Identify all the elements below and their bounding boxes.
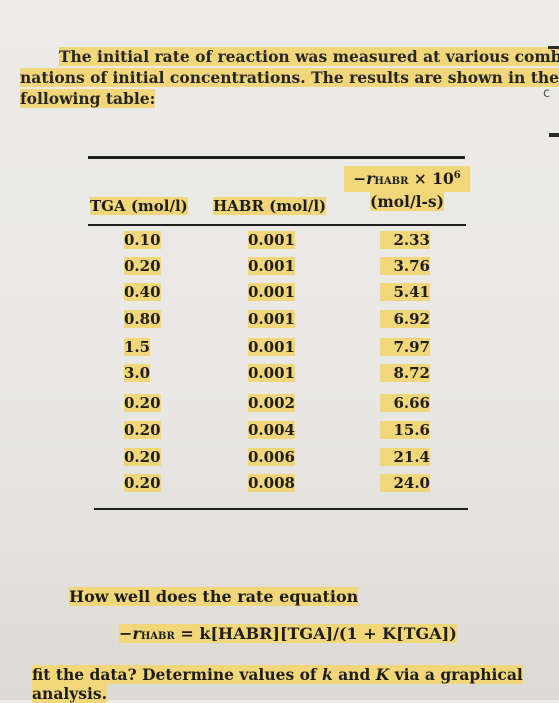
fit-K-symbol: K xyxy=(375,665,390,684)
rate-header-unit: (mol/l-s) xyxy=(369,192,444,212)
fit-question: fit the data? Determine values of k and … xyxy=(32,665,559,703)
tga-cell: 0.20 xyxy=(124,257,161,275)
rate-column-header: −rHABR × 106 (mol/l-s) xyxy=(344,166,470,212)
edge-glyph: c xyxy=(543,86,551,101)
habr-cell: 0.004 xyxy=(248,421,295,439)
rate-cell: 24.0 xyxy=(380,474,430,492)
tga-cell: 0.80 xyxy=(124,310,161,328)
habr-cell: 0.006 xyxy=(248,448,295,466)
intro-line-2: nations of initial concentrations. The r… xyxy=(20,68,559,87)
rate-header-minus: − xyxy=(353,169,367,189)
rate-cell: 6.92 xyxy=(380,310,430,328)
equation-rhs: = k[HABR][TGA]/(1 + K[TGA]) xyxy=(174,624,457,643)
rate-header-exponent: 6 xyxy=(453,170,461,181)
fit-text-part-3: via a graphical analysis. xyxy=(32,665,523,703)
rate-cell: 15.6 xyxy=(380,421,430,439)
edge-mark xyxy=(549,133,559,137)
equation-highlight: −rHABR = k[HABR][TGA]/(1 + K[TGA]) xyxy=(119,624,457,643)
tga-cell: 0.40 xyxy=(124,283,161,301)
table-header-rule xyxy=(88,224,466,226)
rate-cell: 21.4 xyxy=(380,448,430,466)
tga-cell: 0.10 xyxy=(124,231,161,249)
tga-cell: 0.20 xyxy=(124,448,161,466)
rate-header-times: × 10 xyxy=(408,169,454,189)
table-bottom-rule xyxy=(94,508,468,510)
intro-line-3: following table: xyxy=(20,89,156,108)
equation-minus: − xyxy=(119,624,133,643)
tga-cell: 0.20 xyxy=(124,394,161,412)
rate-cell: 2.33 xyxy=(380,231,430,249)
fit-k-symbol: k xyxy=(321,665,333,684)
table-top-rule xyxy=(88,156,465,159)
tga-column-header: TGA (mol/l) xyxy=(90,197,188,215)
rate-equation: −rHABR = k[HABR][TGA]/(1 + K[TGA]) xyxy=(119,624,457,643)
tga-cell: 0.20 xyxy=(124,474,161,492)
habr-cell: 0.001 xyxy=(248,364,295,382)
rate-header-subscript: HABR xyxy=(374,176,409,188)
tga-cell: 0.20 xyxy=(124,421,161,439)
habr-cell: 0.001 xyxy=(248,338,295,356)
intro-paragraph: The initial rate of reaction was measure… xyxy=(20,46,559,109)
habr-cell: 0.001 xyxy=(248,283,295,301)
edge-mark xyxy=(548,46,559,49)
equation-symbol: r xyxy=(132,624,141,643)
habr-column-header: HABR (mol/l) xyxy=(213,197,327,215)
habr-cell: 0.001 xyxy=(248,231,295,249)
habr-cell: 0.001 xyxy=(248,257,295,275)
rate-header-symbol: r xyxy=(366,169,375,189)
question-text: How well does the rate equation xyxy=(69,587,359,606)
fit-text-part-2: and xyxy=(332,665,376,684)
rate-cell: 7.97 xyxy=(380,338,430,356)
rate-header-expression: −rHABR × 106 xyxy=(344,166,470,193)
tga-cell: 1.5 xyxy=(124,338,151,356)
rate-cell: 6.66 xyxy=(380,394,430,412)
fit-text-part-1: fit the data? Determine values of xyxy=(32,665,322,684)
habr-cell: 0.002 xyxy=(248,394,295,412)
habr-cell: 0.008 xyxy=(248,474,295,492)
rate-cell: 8.72 xyxy=(380,364,430,382)
tga-cell: 3.0 xyxy=(124,364,151,382)
rate-cell: 3.76 xyxy=(380,257,430,275)
equation-subscript: HABR xyxy=(140,631,175,642)
intro-line-1: The initial rate of reaction was measure… xyxy=(59,47,559,66)
habr-cell: 0.001 xyxy=(248,310,295,328)
fit-highlight: fit the data? Determine values of k and … xyxy=(32,665,523,703)
rate-cell: 5.41 xyxy=(380,283,430,301)
